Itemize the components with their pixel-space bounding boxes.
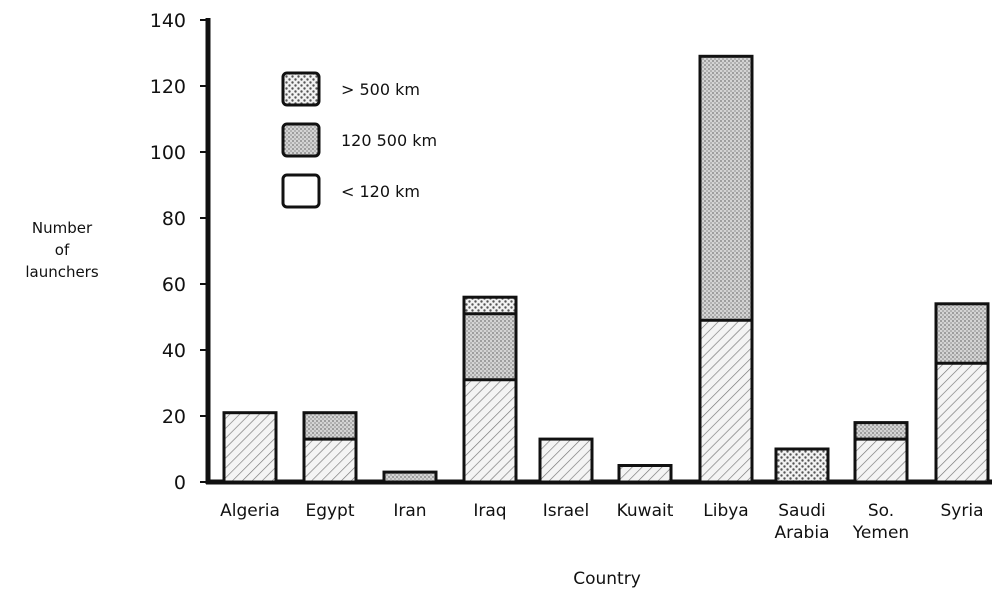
bar-segment (304, 412, 356, 440)
bar-segment (700, 320, 752, 482)
bar-outline (538, 437, 594, 484)
legend-swatch (281, 122, 321, 158)
y-tick-label: 40 (162, 340, 186, 362)
y-axis-label-line: of (55, 241, 70, 259)
bar-outline (934, 302, 990, 484)
x-category-label: Kuwait (617, 501, 674, 521)
x-axis-categories: Algeria Egypt Iran Iraq Israel Kuwait Libya Sau… (220, 501, 983, 543)
legend-swatch (281, 173, 321, 209)
x-category-label: Libya (703, 501, 748, 521)
bar-segment (464, 313, 516, 380)
y-tick-label: 120 (150, 76, 186, 98)
x-category-label: Iraq (473, 501, 506, 521)
y-axis-label-line: Number (32, 219, 93, 237)
y-axis-ticks: 0 20 40 60 80 100 120 140 (150, 10, 208, 494)
bar-segment (619, 465, 671, 482)
bar-segment (700, 56, 752, 321)
legend: > 500 km 120 500 km < 120 km (281, 71, 437, 209)
x-axis-label: Country (573, 569, 641, 589)
bar-segment (384, 472, 436, 482)
bar-outline (698, 54, 754, 484)
bar-segment (464, 297, 516, 314)
bar-outline (382, 470, 438, 484)
y-tick-label: 140 (150, 10, 186, 32)
bar-outline (853, 421, 909, 484)
y-axis-label: Number of launchers (25, 219, 99, 281)
x-category-label: Yemen (852, 523, 909, 543)
x-category-label: Syria (941, 501, 984, 521)
x-category-label: Saudi (778, 501, 826, 521)
y-tick-label: 80 (162, 208, 186, 230)
bar-segment (936, 303, 988, 364)
bar-outline (774, 447, 830, 484)
legend-swatch (281, 71, 321, 107)
legend-label: 120 500 km (341, 131, 437, 150)
bar-outline (302, 411, 358, 484)
legend-label: < 120 km (341, 182, 420, 201)
bar-outline (462, 295, 518, 484)
bar-segment (855, 439, 907, 482)
x-category-label: So. (868, 501, 894, 521)
bar-segment (776, 449, 828, 482)
x-category-label: Israel (543, 501, 589, 521)
bar-outline (222, 411, 278, 484)
bar-segment (855, 422, 907, 440)
y-tick-label: 100 (150, 142, 186, 164)
bar-segment (224, 412, 276, 482)
bar-segment (464, 379, 516, 482)
legend-label: > 500 km (341, 80, 420, 99)
x-category-label: Iran (393, 501, 426, 521)
x-category-label: Algeria (220, 501, 280, 521)
y-axis-label-line: launchers (25, 263, 99, 281)
y-tick-label: 0 (174, 472, 186, 494)
y-tick-label: 60 (162, 274, 186, 296)
y-tick-label: 20 (162, 406, 186, 428)
x-category-label: Egypt (305, 501, 354, 521)
bar-outline (617, 464, 673, 484)
bar-segment (304, 439, 356, 482)
bars (222, 54, 990, 484)
x-category-label: Arabia (775, 523, 830, 543)
bar-segment (936, 363, 988, 482)
bar-segment (540, 439, 592, 482)
